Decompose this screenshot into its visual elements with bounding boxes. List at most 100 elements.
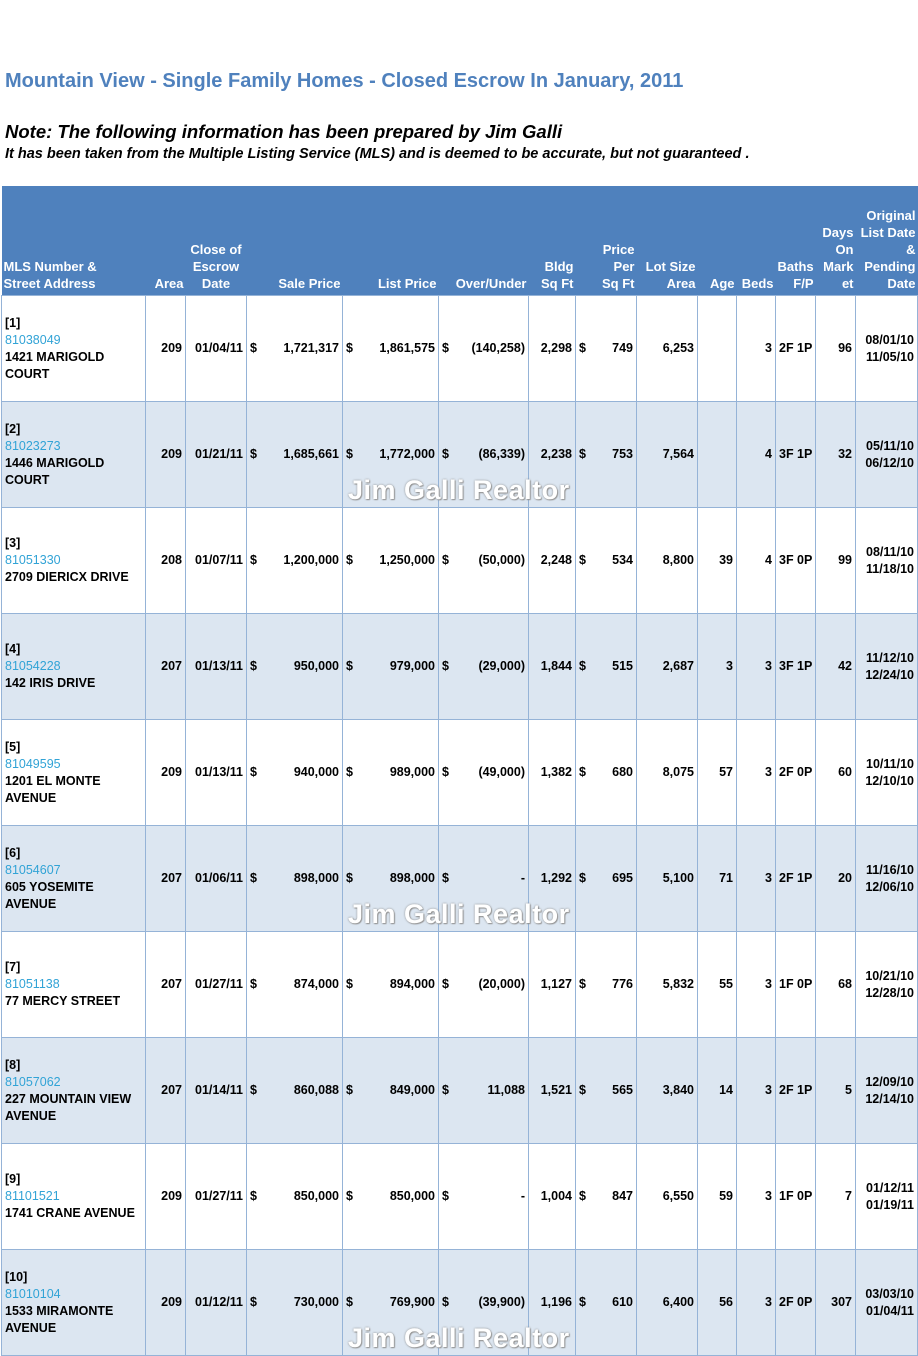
list-price-cell: 769,900 [361, 1249, 439, 1356]
original-list-date: 10/21/10 [865, 968, 914, 983]
age-cell: 59 [697, 1143, 737, 1250]
close-date-cell: 01/04/11 [185, 295, 247, 402]
currency-symbol: $ [342, 1143, 362, 1250]
days-on-market-cell: 20 [815, 825, 856, 932]
currency-symbol: $ [342, 295, 362, 402]
currency-symbol: $ [575, 719, 595, 826]
note-text: Note: The following information has been… [5, 121, 563, 142]
lot-size-cell: 5,832 [636, 931, 698, 1038]
listing-address-cell: [9] 81101521 1741 CRANE AVENUE [1, 1143, 146, 1250]
original-list-date: 08/11/10 [866, 544, 914, 559]
currency-symbol: $ [246, 401, 266, 508]
currency-symbol: $ [342, 613, 362, 720]
row-index: [1] [5, 315, 21, 330]
mls-number-link[interactable]: 81054607 [5, 862, 61, 877]
sale-price-cell: 1,200,000 [265, 507, 343, 614]
sale-price-cell: 850,000 [265, 1143, 343, 1250]
pending-date: 12/28/10 [865, 985, 914, 1000]
street-address: 1741 CRANE AVENUE [5, 1206, 135, 1220]
dates-cell: 01/12/11 01/19/11 [855, 1143, 918, 1250]
disclaimer-text: It has been taken from the Multiple List… [5, 146, 749, 162]
currency-symbol: $ [342, 401, 362, 508]
days-on-market-cell: 99 [815, 507, 856, 614]
currency-symbol: $ [342, 719, 362, 826]
lot-size-cell: 2,687 [636, 613, 698, 720]
header-list-price: List Price [342, 186, 439, 296]
street-address: 1446 MARIGOLD COURT [5, 455, 105, 487]
table-row: [7] 81051138 77 MERCY STREET 207 01/27/11 $87… [1, 931, 918, 1038]
header-price-per-sqft: Price Per Sq Ft [575, 186, 637, 296]
listing-address-cell: [10] 81010104 1533 MIRAMONTE AVENUE [1, 1249, 146, 1356]
currency-symbol: $ [246, 825, 266, 932]
bldg-sqft-cell: 1,127 [528, 931, 576, 1038]
dates-cell: 10/21/10 12/28/10 [855, 931, 918, 1038]
listings-table: MLS Number & Street Address Area Close of… [1, 186, 918, 1356]
mls-number-link[interactable]: 81049595 [5, 756, 61, 771]
street-address: 1421 MARIGOLD COURT [5, 349, 105, 381]
currency-symbol: $ [342, 825, 362, 932]
table-row: [9] 81101521 1741 CRANE AVENUE 209 01/27/11 $… [1, 1143, 918, 1250]
mls-number-link[interactable]: 81051330 [5, 553, 61, 567]
header-lot-size: Lot Size Area [636, 186, 698, 296]
original-list-date: 11/12/10 [866, 650, 914, 665]
lot-size-cell: 8,800 [636, 507, 698, 614]
lot-size-cell: 6,400 [636, 1249, 698, 1356]
price-per-sqft-cell: 749 [594, 295, 637, 402]
table-header-row: MLS Number & Street Address Area Close of… [1, 186, 918, 296]
beds-cell: 3 [736, 719, 776, 826]
mls-number-link[interactable]: 81051138 [5, 977, 60, 991]
table-row: [10] 81010104 1533 MIRAMONTE AVENUE 209 01/1… [1, 1249, 918, 1356]
days-on-market-cell: 60 [815, 719, 856, 826]
dates-cell: 05/11/10 06/12/10 [855, 401, 918, 508]
mls-number-link[interactable]: 81010104 [5, 1286, 61, 1301]
lot-size-cell: 3,840 [636, 1037, 698, 1144]
sale-price-cell: 874,000 [265, 931, 343, 1038]
currency-symbol: $ [575, 1249, 595, 1356]
days-on-market-cell: 32 [815, 401, 856, 508]
close-date-cell: 01/27/11 [185, 1143, 247, 1250]
original-list-date: 03/03/10 [865, 1286, 914, 1301]
baths-cell: 1F 0P [775, 931, 816, 1038]
close-date-cell: 01/13/11 [185, 719, 247, 826]
close-date-cell: 01/12/11 [185, 1249, 247, 1356]
area-cell: 207 [145, 825, 186, 932]
mls-number-link[interactable]: 81101521 [5, 1189, 60, 1203]
bldg-sqft-cell: 1,196 [528, 1249, 576, 1356]
header-sale-price: Sale Price [246, 186, 343, 296]
close-date-cell: 01/07/11 [185, 507, 247, 614]
age-cell [697, 401, 737, 508]
close-date-cell: 01/14/11 [185, 1037, 247, 1144]
area-cell: 208 [145, 507, 186, 614]
row-index: [5] [5, 739, 21, 754]
area-cell: 207 [145, 1037, 186, 1144]
currency-symbol: $ [575, 613, 595, 720]
beds-cell: 3 [736, 295, 776, 402]
lot-size-cell: 7,564 [636, 401, 698, 508]
mls-number-link[interactable]: 81057062 [5, 1074, 61, 1089]
page-title: Mountain View - Single Family Homes - Cl… [5, 70, 684, 92]
currency-symbol: $ [438, 401, 458, 508]
days-on-market-cell: 5 [815, 1037, 856, 1144]
pending-date: 12/10/10 [865, 773, 914, 788]
baths-cell: 2F 1P [775, 295, 816, 402]
pending-date: 11/05/10 [866, 349, 914, 364]
dates-cell: 08/11/10 11/18/10 [855, 507, 918, 614]
beds-cell: 3 [736, 1249, 776, 1356]
listing-address-cell: [6] 81054607 605 YOSEMITE AVENUE [1, 825, 146, 932]
currency-symbol: $ [342, 507, 362, 614]
price-per-sqft-cell: 776 [594, 931, 637, 1038]
listing-address-cell: [3] 81051330 2709 DIERICX DRIVE [1, 507, 146, 614]
currency-symbol: $ [438, 719, 458, 826]
age-cell: 71 [697, 825, 737, 932]
listing-address-cell: [2] 81023273 1446 MARIGOLD COURT [1, 401, 146, 508]
mls-number-link[interactable]: 81023273 [5, 438, 61, 453]
bldg-sqft-cell: 1,382 [528, 719, 576, 826]
bldg-sqft-cell: 1,521 [528, 1037, 576, 1144]
baths-cell: 2F 0P [775, 1249, 816, 1356]
dates-cell: 12/09/10 12/14/10 [855, 1037, 918, 1144]
row-index: [10] [5, 1269, 28, 1284]
mls-number-link[interactable]: 81038049 [5, 332, 61, 347]
pending-date: 11/18/10 [866, 561, 914, 576]
header-area: Area [145, 186, 186, 296]
mls-number-link[interactable]: 81054228 [5, 659, 61, 673]
